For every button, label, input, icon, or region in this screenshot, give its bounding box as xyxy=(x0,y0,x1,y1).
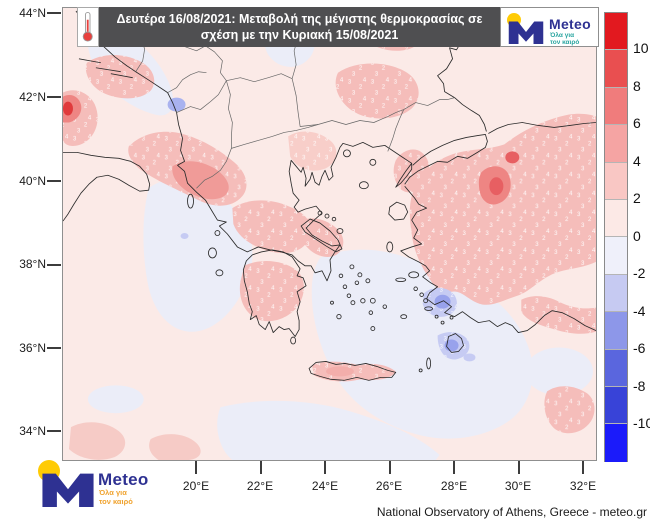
lon-tick-mark xyxy=(518,461,520,474)
logo-wordmark: Meteo xyxy=(549,16,591,32)
lon-tick-mark xyxy=(324,461,326,474)
logo-tagline: Όλα για τον καιρό xyxy=(550,32,580,47)
colorbar-segments xyxy=(604,12,628,462)
lon-tick-mark xyxy=(389,461,391,474)
meteo-logo-top: Meteo Όλα για τον καιρό xyxy=(500,7,599,47)
lat-label: 36°N xyxy=(19,341,46,355)
thermometer-icon xyxy=(77,7,99,47)
colorbar-label: 4 xyxy=(633,153,641,169)
colorbar-label: 2 xyxy=(633,190,641,206)
lon-tick-mark xyxy=(260,461,262,474)
title-banner: Δευτέρα 16/08/2021: Μεταβολή της μέγιστη… xyxy=(99,7,500,47)
meteo-logo-bottom: Meteo Όλα για τον καιρό xyxy=(36,458,176,518)
colorbar-segment xyxy=(605,274,627,313)
attribution-text: National Observatory of Athens, Greece -… xyxy=(376,505,647,519)
lat-tick-mark xyxy=(47,96,61,98)
colorbar-segment xyxy=(605,424,627,462)
lat-tick-mark xyxy=(47,12,61,14)
lat-label: 34°N xyxy=(19,424,46,438)
lon-tick-mark xyxy=(582,461,584,474)
colorbar-label: -10 xyxy=(633,415,650,431)
lon-label: 22°E xyxy=(246,479,274,493)
colorbar-segment xyxy=(605,87,627,126)
colorbar-segment xyxy=(605,386,627,425)
lat-label: 40°N xyxy=(19,174,46,188)
colorbar-segment xyxy=(605,199,627,238)
map-area: 3 2 3 4 xyxy=(62,7,597,461)
lat-label: 44°N xyxy=(19,6,46,20)
lat-tick-mark xyxy=(47,264,61,266)
title-line-1: Δευτέρα 16/08/2021: Μεταβολή της μέγιστη… xyxy=(116,12,483,26)
lon-tick-mark xyxy=(195,461,197,474)
colorbar-segment xyxy=(605,162,627,200)
logo-wordmark: Meteo xyxy=(98,470,149,489)
colorbar-segment xyxy=(605,237,627,275)
map-canvas: 3 2 3 4 xyxy=(63,8,596,460)
title-line-2: σχέση με την Κυριακή 15/08/2021 xyxy=(200,28,399,42)
lat-tick-mark xyxy=(47,180,61,182)
colorbar-label: 8 xyxy=(633,78,641,94)
colorbar-label: -2 xyxy=(633,265,646,281)
colorbar-segment xyxy=(605,50,627,88)
colorbar-label: -6 xyxy=(633,340,646,356)
meteo-m-icon xyxy=(508,17,544,49)
colorbar-label: -8 xyxy=(633,378,646,394)
colorbar-segment xyxy=(605,349,627,387)
colorbar-label: 10 xyxy=(633,40,649,56)
lon-label: 30°E xyxy=(504,479,532,493)
colorbar-segment xyxy=(605,13,627,51)
logo-tagline: Όλα για τον καιρό xyxy=(99,488,133,506)
colorbar-label: -4 xyxy=(633,303,646,319)
lat-tick-mark xyxy=(47,347,61,349)
colorbar-segment xyxy=(605,312,627,350)
warm-light-patches xyxy=(68,422,201,460)
warm-patches xyxy=(63,8,596,434)
meteo-m-icon xyxy=(42,467,94,512)
colorbar-segment xyxy=(605,125,627,163)
colorbar-label: 0 xyxy=(633,228,641,244)
lat-label: 38°N xyxy=(19,257,46,271)
coastlines xyxy=(63,10,596,381)
lat-label: 42°N xyxy=(19,90,46,104)
lon-label: 28°E xyxy=(440,479,468,493)
lon-label: 24°E xyxy=(311,479,339,493)
lon-label: 32°E xyxy=(569,479,597,493)
lon-tick-mark xyxy=(453,461,455,474)
lon-label: 20°E xyxy=(182,479,210,493)
colorbar-label: 6 xyxy=(633,115,641,131)
lat-tick-mark xyxy=(47,430,61,432)
lon-label: 26°E xyxy=(375,479,403,493)
